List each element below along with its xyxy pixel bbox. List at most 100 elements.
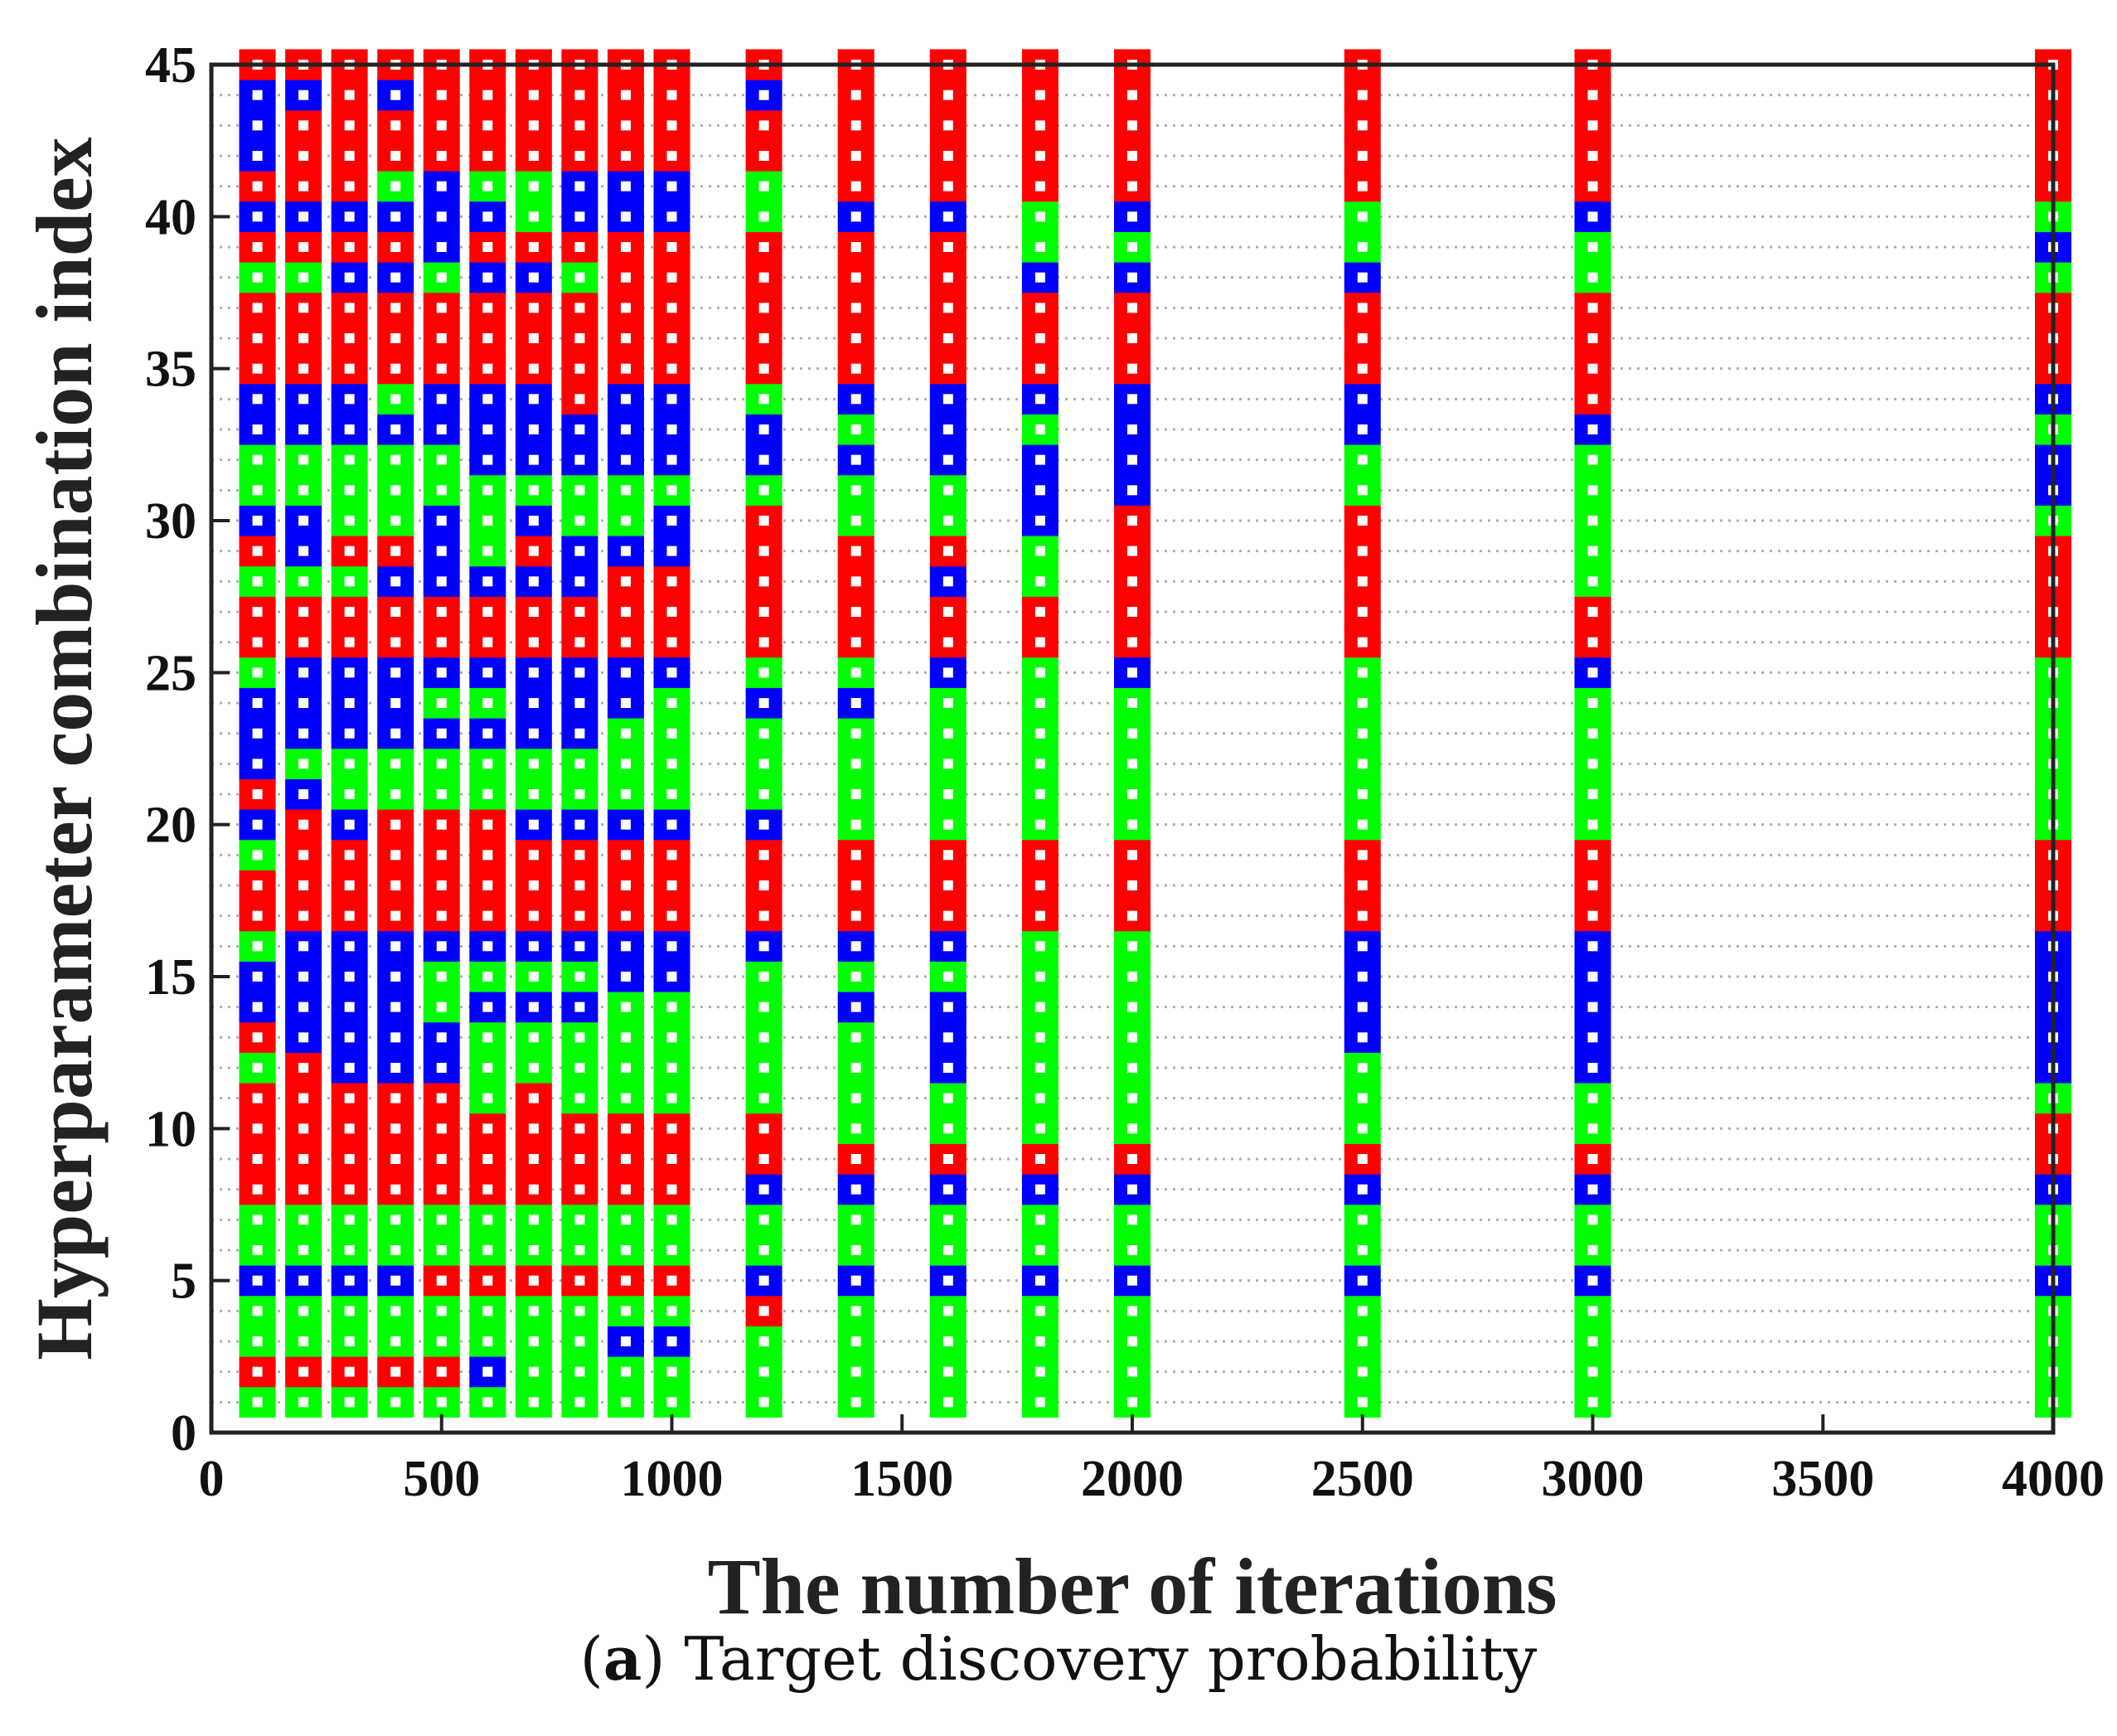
data-point [239, 1386, 276, 1418]
marker-hole [1127, 1032, 1137, 1043]
data-point [285, 1174, 322, 1205]
marker-hole [482, 181, 493, 192]
marker-hole [1034, 1336, 1045, 1346]
marker-hole [436, 1063, 447, 1073]
marker-hole [390, 1001, 401, 1012]
marker-hole [1587, 1063, 1598, 1073]
marker-hole [1587, 1154, 1598, 1164]
marker-hole [666, 211, 677, 222]
marker-hole [942, 972, 953, 982]
marker-hole [482, 394, 493, 405]
x-tick-label: 1000 [621, 1451, 724, 1507]
marker-hole [574, 363, 585, 374]
marker-hole [436, 546, 447, 556]
marker-hole [1587, 607, 1598, 617]
marker-hole [942, 1032, 953, 1043]
data-point [607, 961, 644, 992]
marker-hole [1357, 1397, 1368, 1408]
data-point [561, 565, 598, 597]
marker-hole [1357, 151, 1368, 161]
data-point [607, 1326, 644, 1357]
data-point [837, 1356, 874, 1388]
marker-hole [666, 1001, 677, 1012]
data-point [1114, 1143, 1151, 1175]
marker-hole [344, 880, 355, 890]
data-point [837, 505, 874, 536]
marker-hole [1587, 880, 1598, 890]
data-point [1114, 505, 1151, 536]
marker-hole [252, 272, 263, 283]
data-point [423, 839, 460, 870]
data-point [929, 1204, 966, 1235]
data-point [239, 1265, 276, 1297]
data-point [1021, 444, 1058, 476]
marker-hole [666, 698, 677, 708]
marker-hole [1034, 910, 1045, 921]
marker-hole [482, 1001, 493, 1012]
data-point [607, 1113, 644, 1144]
data-point [837, 1052, 874, 1084]
data-point [561, 900, 598, 932]
marker-hole [528, 637, 539, 647]
marker-hole [482, 576, 493, 587]
marker-hole [942, 272, 953, 283]
marker-hole [528, 151, 539, 161]
marker-hole [528, 759, 539, 769]
data-point [331, 778, 368, 810]
data-point [1574, 140, 1611, 172]
marker-hole [850, 363, 861, 374]
marker-hole [666, 303, 677, 313]
data-point [1021, 900, 1058, 932]
marker-hole [390, 1336, 401, 1346]
data-point [285, 870, 322, 901]
data-point [607, 870, 644, 901]
data-point [423, 383, 460, 415]
marker-hole [620, 1215, 631, 1225]
marker-hole [390, 607, 401, 617]
data-point [515, 505, 552, 536]
data-point [1021, 140, 1058, 172]
marker-hole [758, 1275, 769, 1286]
data-point [837, 262, 874, 293]
marker-hole [620, 211, 631, 222]
data-point [653, 1052, 690, 1084]
data-point [239, 748, 276, 779]
marker-hole [620, 333, 631, 343]
marker-hole [390, 1275, 401, 1286]
marker-hole [1587, 1336, 1598, 1346]
data-point [285, 961, 322, 992]
data-point [377, 444, 414, 476]
marker-hole [390, 1093, 401, 1103]
marker-hole [574, 728, 585, 739]
marker-hole [436, 1306, 447, 1317]
data-point [285, 627, 322, 658]
marker-hole [390, 120, 401, 131]
marker-hole [390, 850, 401, 861]
marker-hole [574, 394, 585, 405]
data-point [423, 1052, 460, 1084]
marker-hole [1357, 424, 1368, 434]
marker-hole [1127, 120, 1137, 131]
marker-hole [482, 1154, 493, 1164]
data-point [1574, 1326, 1611, 1357]
data-point [515, 930, 552, 962]
marker-hole [436, 607, 447, 617]
marker-hole [528, 667, 539, 678]
marker-hole [298, 667, 309, 678]
marker-hole [436, 424, 447, 434]
marker-hole [528, 303, 539, 313]
marker-hole [1357, 1306, 1368, 1317]
data-point [607, 140, 644, 172]
data-point [837, 1265, 874, 1297]
marker-hole [252, 151, 263, 161]
marker-hole [252, 910, 263, 921]
marker-hole [1127, 1063, 1137, 1073]
marker-hole [344, 546, 355, 556]
marker-hole [1034, 242, 1045, 252]
data-point [1344, 171, 1381, 202]
marker-hole [390, 789, 401, 799]
data-point [1114, 171, 1151, 202]
marker-hole [344, 1397, 355, 1408]
data-point [837, 109, 874, 141]
